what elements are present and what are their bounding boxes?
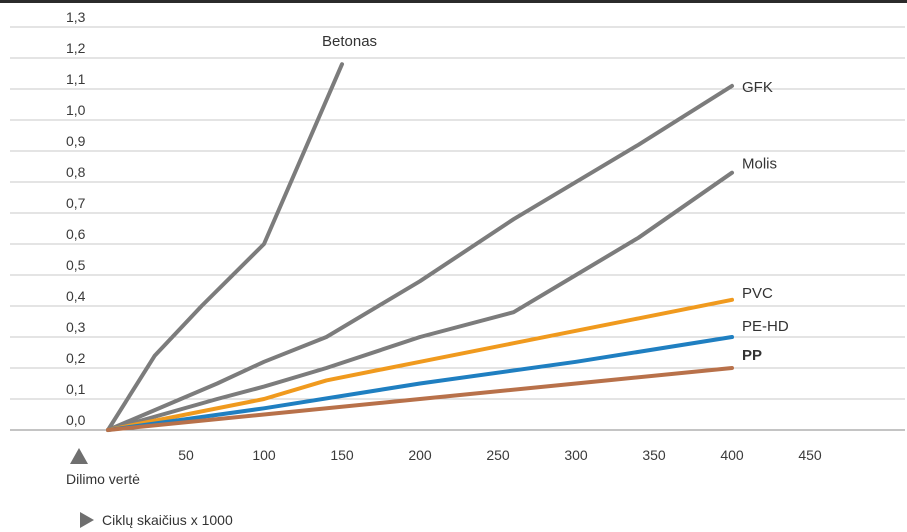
series-line-pe-hd [106, 335, 734, 432]
y-tick-label: 0,8 [66, 164, 86, 180]
x-tick-label: 450 [798, 447, 822, 463]
y-axis-label: Dilimo vertė [66, 471, 140, 487]
x-tick-label: 200 [408, 447, 432, 463]
x-tick-label: 300 [564, 447, 588, 463]
series-label-pp: PP [742, 347, 762, 364]
y-tick-label: 0,2 [66, 350, 86, 366]
series-label-molis: Molis [742, 156, 777, 173]
y-tick-label: 0,7 [66, 195, 86, 211]
y-tick-label: 0,9 [66, 133, 86, 149]
y-tick-label: 0,3 [66, 319, 86, 335]
series-label-betonas: Betonas [322, 33, 377, 50]
series-label-pe-hd: PE-HD [742, 318, 789, 335]
triangle-up-icon [70, 448, 88, 464]
y-tick-label: 0,4 [66, 288, 86, 304]
top-border [0, 0, 907, 3]
series-line-pvc [106, 297, 734, 432]
series-label-gfk: GFK [742, 79, 773, 96]
y-tick-label: 1,3 [66, 9, 86, 25]
x-tick-label: 150 [330, 447, 354, 463]
y-axis-caption: Dilimo vertė [66, 448, 140, 487]
x-tick-label: 350 [642, 447, 666, 463]
x-axis-label: Ciklų skaičius x 1000 [102, 512, 233, 528]
y-tick-label: 0,1 [66, 381, 86, 397]
x-tick-label: 100 [252, 447, 276, 463]
y-tick-label: 1,2 [66, 40, 86, 56]
y-tick-label: 1,0 [66, 102, 86, 118]
series-line-gfk [106, 83, 734, 432]
x-tick-label: 400 [720, 447, 744, 463]
y-tick-label: 0,5 [66, 257, 86, 273]
x-tick-label: 50 [178, 447, 194, 463]
triangle-right-icon [80, 512, 94, 528]
y-tick-label: 0,6 [66, 226, 86, 242]
series-label-pvc: PVC [742, 285, 773, 302]
x-axis-caption: Ciklų skaičius x 1000 [80, 512, 233, 528]
y-tick-label: 1,1 [66, 71, 86, 87]
series-line-molis [106, 170, 734, 432]
y-tick-label: 0,0 [66, 412, 86, 428]
series-line-pp [106, 366, 734, 432]
x-tick-label: 250 [486, 447, 510, 463]
series-line-betonas [106, 62, 344, 432]
